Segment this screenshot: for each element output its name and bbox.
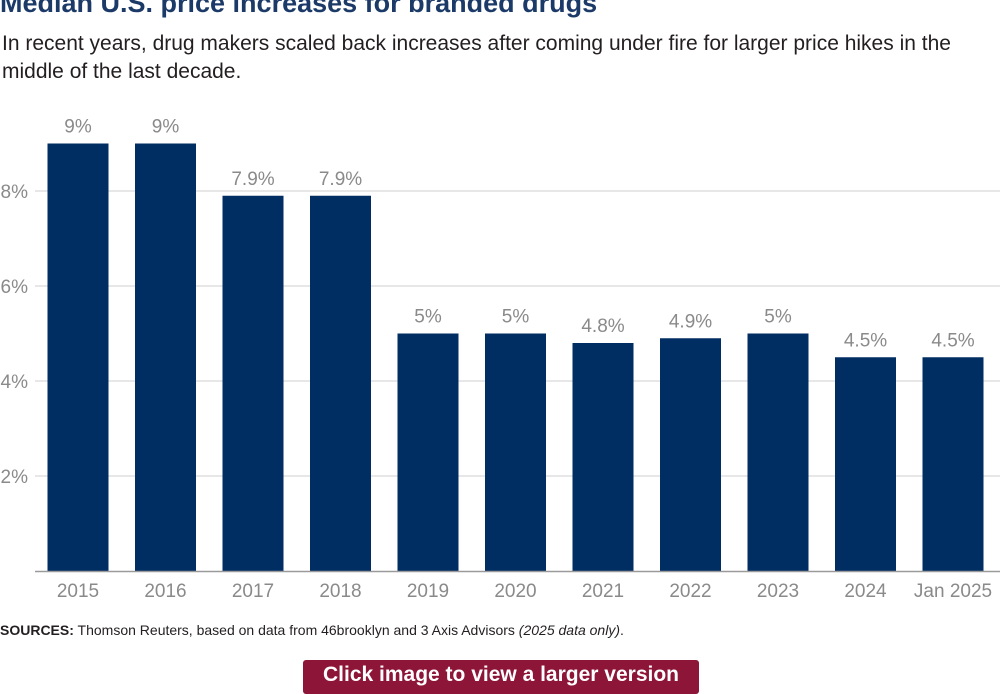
x-tick-label: 2021 <box>582 581 624 602</box>
sources-note: SOURCES: Thomson Reuters, based on data … <box>0 622 624 638</box>
bar-value-label: 9% <box>152 117 180 138</box>
sources-italic-note: (2025 data only) <box>518 622 620 638</box>
sources-label: SOURCES: <box>0 622 74 638</box>
bar-value-label: 5% <box>502 307 530 328</box>
bar-value-label: 7.9% <box>231 169 274 190</box>
x-tick-label: 2022 <box>669 581 711 602</box>
bar <box>397 333 459 571</box>
bar-value-label: 4.9% <box>669 311 712 332</box>
x-tick-label: 2024 <box>844 581 887 602</box>
bars <box>47 143 984 571</box>
bar <box>747 333 809 571</box>
x-tick-label: 2016 <box>144 581 186 602</box>
bar-value-label: 7.9% <box>319 169 362 190</box>
bar-chart: 9% 9% 7.9% 7.9% 5% 5% 4.8% 4.9% 5% 4.5% 4.5% 2% 4% 6… <box>1 117 1000 602</box>
bar <box>135 143 196 571</box>
bar <box>310 195 371 571</box>
bar-value-label: 4.5% <box>931 330 974 351</box>
bar-value-label: 5% <box>764 307 792 328</box>
x-tick-label: 2019 <box>407 581 449 602</box>
bar <box>922 357 984 571</box>
y-tick-label: 2% <box>1 467 29 488</box>
bar <box>222 195 284 571</box>
x-tick-label: 2017 <box>232 581 274 602</box>
x-tick-label: 2018 <box>319 581 361 602</box>
bar <box>835 357 896 571</box>
bar-value-label: 4.8% <box>581 316 624 337</box>
bar-value-label: 9% <box>64 117 92 138</box>
bar <box>47 143 109 571</box>
bar-value-label: 5% <box>414 307 442 328</box>
bar <box>660 338 721 571</box>
x-tick-label: 2020 <box>494 581 536 602</box>
sources-end: . <box>619 622 624 638</box>
axes: 2% 4% 6% 8% 2015 2016 2017 2018 2019 2020 2021 2022… <box>1 182 1000 602</box>
data-labels: 9% 9% 7.9% 7.9% 5% 5% 4.8% 4.9% 5% 4.5% 4.5% <box>64 117 974 352</box>
bar <box>572 343 634 571</box>
y-tick-label: 6% <box>1 277 29 298</box>
x-tick-label: Jan 2025 <box>914 581 992 602</box>
view-larger-button[interactable]: Click image to view a larger version <box>303 660 699 694</box>
chart-title: Median U.S. price increases for branded … <box>0 0 598 18</box>
y-tick-label: 8% <box>1 182 29 203</box>
chart-subtitle: In recent years, drug makers scaled back… <box>2 32 951 83</box>
y-tick-label: 4% <box>1 372 29 393</box>
x-tick-label: 2015 <box>57 581 99 602</box>
sources-text: Thomson Reuters, based on data from 46br… <box>73 622 519 638</box>
bar <box>485 333 546 571</box>
bar-value-label: 4.5% <box>844 330 887 351</box>
x-tick-label: 2023 <box>757 581 799 602</box>
